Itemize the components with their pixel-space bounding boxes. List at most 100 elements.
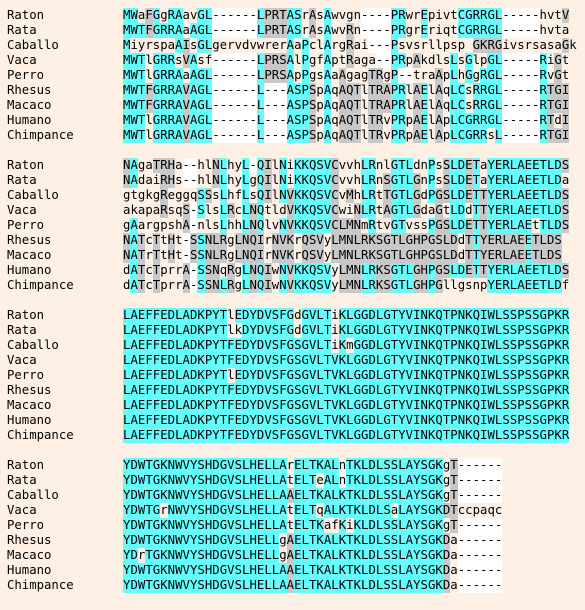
residue: T (137, 68, 146, 83)
residue: D (457, 158, 466, 173)
residue: R (539, 113, 547, 128)
residue: c (145, 263, 153, 277)
residue: R (502, 173, 510, 188)
residue: D (242, 413, 250, 428)
residue: D (368, 383, 376, 398)
residue: I (264, 188, 272, 203)
residue: R (561, 308, 570, 323)
residue: - (517, 23, 525, 38)
residue: N (353, 218, 361, 233)
residue: D (450, 233, 458, 248)
residue: t (413, 68, 421, 82)
residue: T (145, 488, 153, 503)
residue: L (405, 158, 414, 173)
residue: R (472, 98, 480, 113)
residue: S (182, 203, 190, 218)
species-name: Vaca (7, 203, 37, 217)
residue: S (234, 473, 242, 488)
residue: G (353, 383, 361, 398)
residue: L (338, 278, 347, 293)
residue: t (375, 218, 384, 232)
residue: G (427, 548, 436, 563)
residue: W (487, 338, 495, 353)
residue: A (182, 218, 190, 233)
residue: - (227, 98, 235, 113)
residue: S (532, 338, 540, 353)
residue: - (212, 83, 220, 98)
residue: a (182, 8, 190, 22)
residue: I (413, 323, 421, 338)
residue: F (279, 338, 287, 353)
residue: C (457, 128, 466, 143)
residue: K (368, 233, 376, 248)
residue: d (123, 263, 131, 277)
residue: L (242, 218, 250, 233)
residue: T (532, 233, 540, 248)
residue: L (405, 188, 414, 203)
residue: S (383, 533, 391, 548)
residue: E (532, 188, 540, 203)
residue: L (256, 68, 265, 83)
residue: - (279, 113, 287, 128)
residue: E (294, 503, 302, 518)
residue: k (145, 188, 153, 202)
residue: V (279, 248, 287, 263)
residue: S (390, 578, 399, 593)
residue: A (130, 173, 138, 188)
species-name: Perro (7, 368, 45, 382)
residue: V (227, 503, 235, 518)
residue: l (271, 173, 280, 187)
residue: S (294, 353, 302, 368)
residue: W (137, 488, 146, 503)
residue: q (331, 128, 339, 142)
residue: K (294, 173, 302, 188)
residue: T (480, 188, 488, 203)
residue: G (427, 563, 436, 578)
residue: A (182, 413, 190, 428)
residue: - (494, 458, 503, 473)
residue: T (398, 218, 406, 233)
residue: G (427, 503, 436, 518)
residue: S (308, 113, 317, 128)
residue: T (137, 278, 146, 293)
residue: D (442, 548, 451, 563)
residue: A (405, 563, 414, 578)
residue: G (197, 128, 205, 143)
residue: S (509, 383, 518, 398)
residue: l (271, 158, 280, 172)
residue: K (197, 383, 205, 398)
residue: P (427, 158, 436, 173)
residue: Q (435, 398, 443, 413)
residue: P (517, 428, 525, 443)
residue: P (450, 368, 458, 383)
residue: T (137, 23, 146, 38)
residue: L (375, 548, 384, 563)
residue: d (242, 38, 250, 52)
residue: E (465, 218, 473, 233)
residue: Y (249, 323, 257, 338)
residue: V (316, 248, 324, 263)
residue: R (502, 218, 510, 233)
residue: - (457, 533, 466, 548)
residue: R (160, 128, 168, 143)
residue: T (442, 353, 451, 368)
residue: L (204, 8, 213, 23)
residue: g (212, 38, 220, 52)
residue: g (152, 188, 161, 202)
residue (569, 8, 576, 23)
residue: V (323, 218, 332, 233)
residue: K (294, 278, 302, 293)
residue: - (472, 473, 480, 488)
residue: a (353, 68, 361, 82)
residue: Q (435, 413, 443, 428)
residue: T (353, 128, 361, 143)
residue: L (234, 233, 242, 248)
residue: - (532, 83, 540, 98)
residue: a (137, 218, 146, 232)
residue: R (167, 113, 176, 128)
residue: i (346, 518, 354, 532)
residue: H (204, 458, 213, 473)
